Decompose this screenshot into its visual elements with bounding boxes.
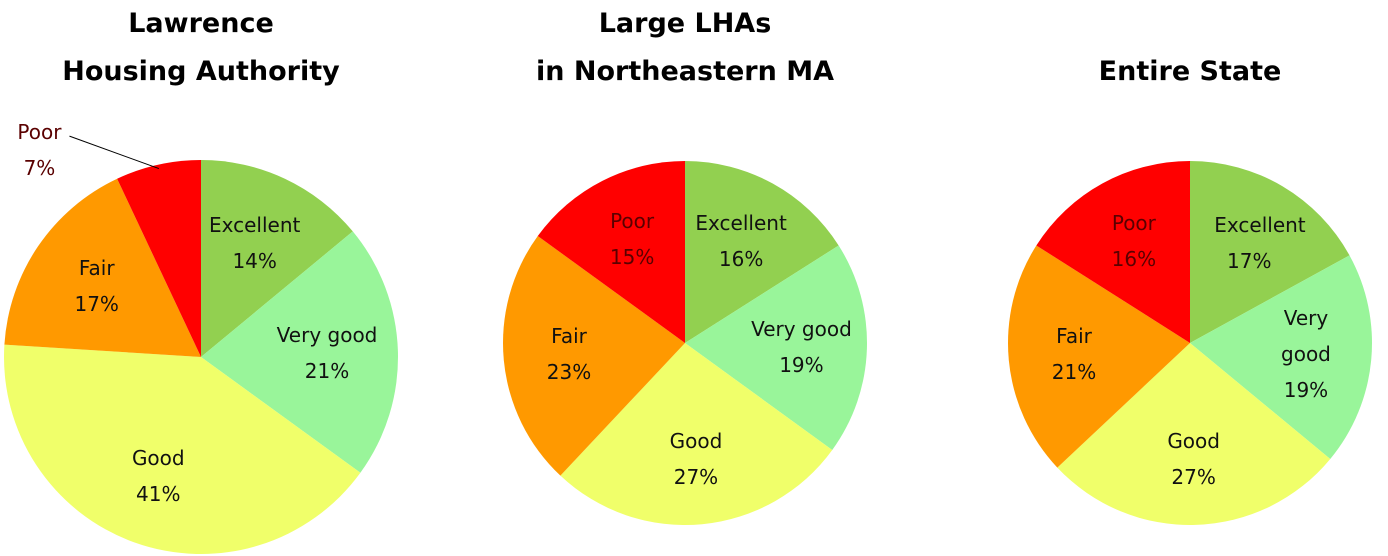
data-label: Excellent 14% [195,207,315,279]
category-label: Excellent [208,212,301,237]
pie-slice [1190,255,1372,460]
category-label: Good [131,445,185,470]
data-label: Very good 19% [731,311,871,383]
chart-title: Lawrence Housing Authority [62,0,340,96]
pie-slice [1036,161,1190,343]
pie-slice [537,161,685,343]
chart-title: Large LHAs in Northeastern MA [536,0,834,96]
data-label: Very good 21% [267,317,387,389]
category-label: Fair [78,256,115,281]
pie-slice [117,160,201,357]
value-label: 41% [136,481,181,506]
chart-title-line: Housing Authority [62,56,340,87]
value-label: 19% [779,352,824,377]
data-label: Fair 21% [1039,318,1109,390]
data-label: Excellent 16% [671,205,811,277]
data-label: Good 27% [626,423,766,495]
pie-slice [4,178,202,357]
value-label: 21% [304,359,350,384]
value-label: 27% [1171,465,1216,490]
chart-title-line: in Northeastern MA [536,56,834,87]
pie-slice [1190,161,1350,343]
pie-slice [685,161,839,343]
value-label: 15% [609,245,655,270]
pie-slice [503,236,685,476]
value-label: 21% [1051,359,1097,384]
data-label: Excellent 17% [1214,207,1306,279]
category-label: Excellent [1214,212,1306,237]
value-label: 23% [546,359,592,384]
category-label: Fair [551,323,587,348]
category-label: Good [669,428,723,453]
data-label: Poor 15% [562,203,702,275]
value-label: 16% [1111,246,1157,271]
data-label: Poor 7% [0,114,99,186]
category-label: Poor [17,120,62,145]
chart-title: Entire State [1099,48,1282,96]
value-label: 19% [1283,377,1329,402]
pie-slice [685,245,868,450]
data-label: Good 41% [98,440,218,512]
data-label: Fair 17% [37,250,157,322]
category-label: Very good [751,316,852,341]
chart-title-line: Lawrence [128,8,274,39]
pie-slice [560,343,833,526]
category-label: Poor [610,209,655,234]
category-label: Fair [1056,323,1092,348]
chart-title-line: Large LHAs [598,8,772,39]
pie-slice [1008,245,1190,468]
leader-line [69,135,160,170]
pie-slice [4,344,361,554]
data-label: Fair 23% [499,318,639,390]
data-label: Poor 16% [1099,205,1169,277]
pie-slice [1057,343,1331,525]
category-label: Good [1167,429,1220,454]
data-label: Good 27% [1159,423,1229,495]
data-label: Very good 19% [1271,300,1341,408]
value-label: 17% [1227,248,1272,273]
category-label: Excellent [695,210,787,235]
value-label: 16% [718,246,764,271]
value-label: 27% [673,464,719,489]
chart-title-line: Entire State [1098,56,1282,87]
pie-slice [201,160,353,357]
category-label: Poor [1111,210,1156,235]
category-label: Very good [276,323,378,348]
category-label: Very good [1281,305,1331,366]
value-label: 17% [74,292,119,317]
value-label: 14% [232,248,277,273]
pie-slice [201,231,398,473]
value-label: 7% [23,156,56,181]
